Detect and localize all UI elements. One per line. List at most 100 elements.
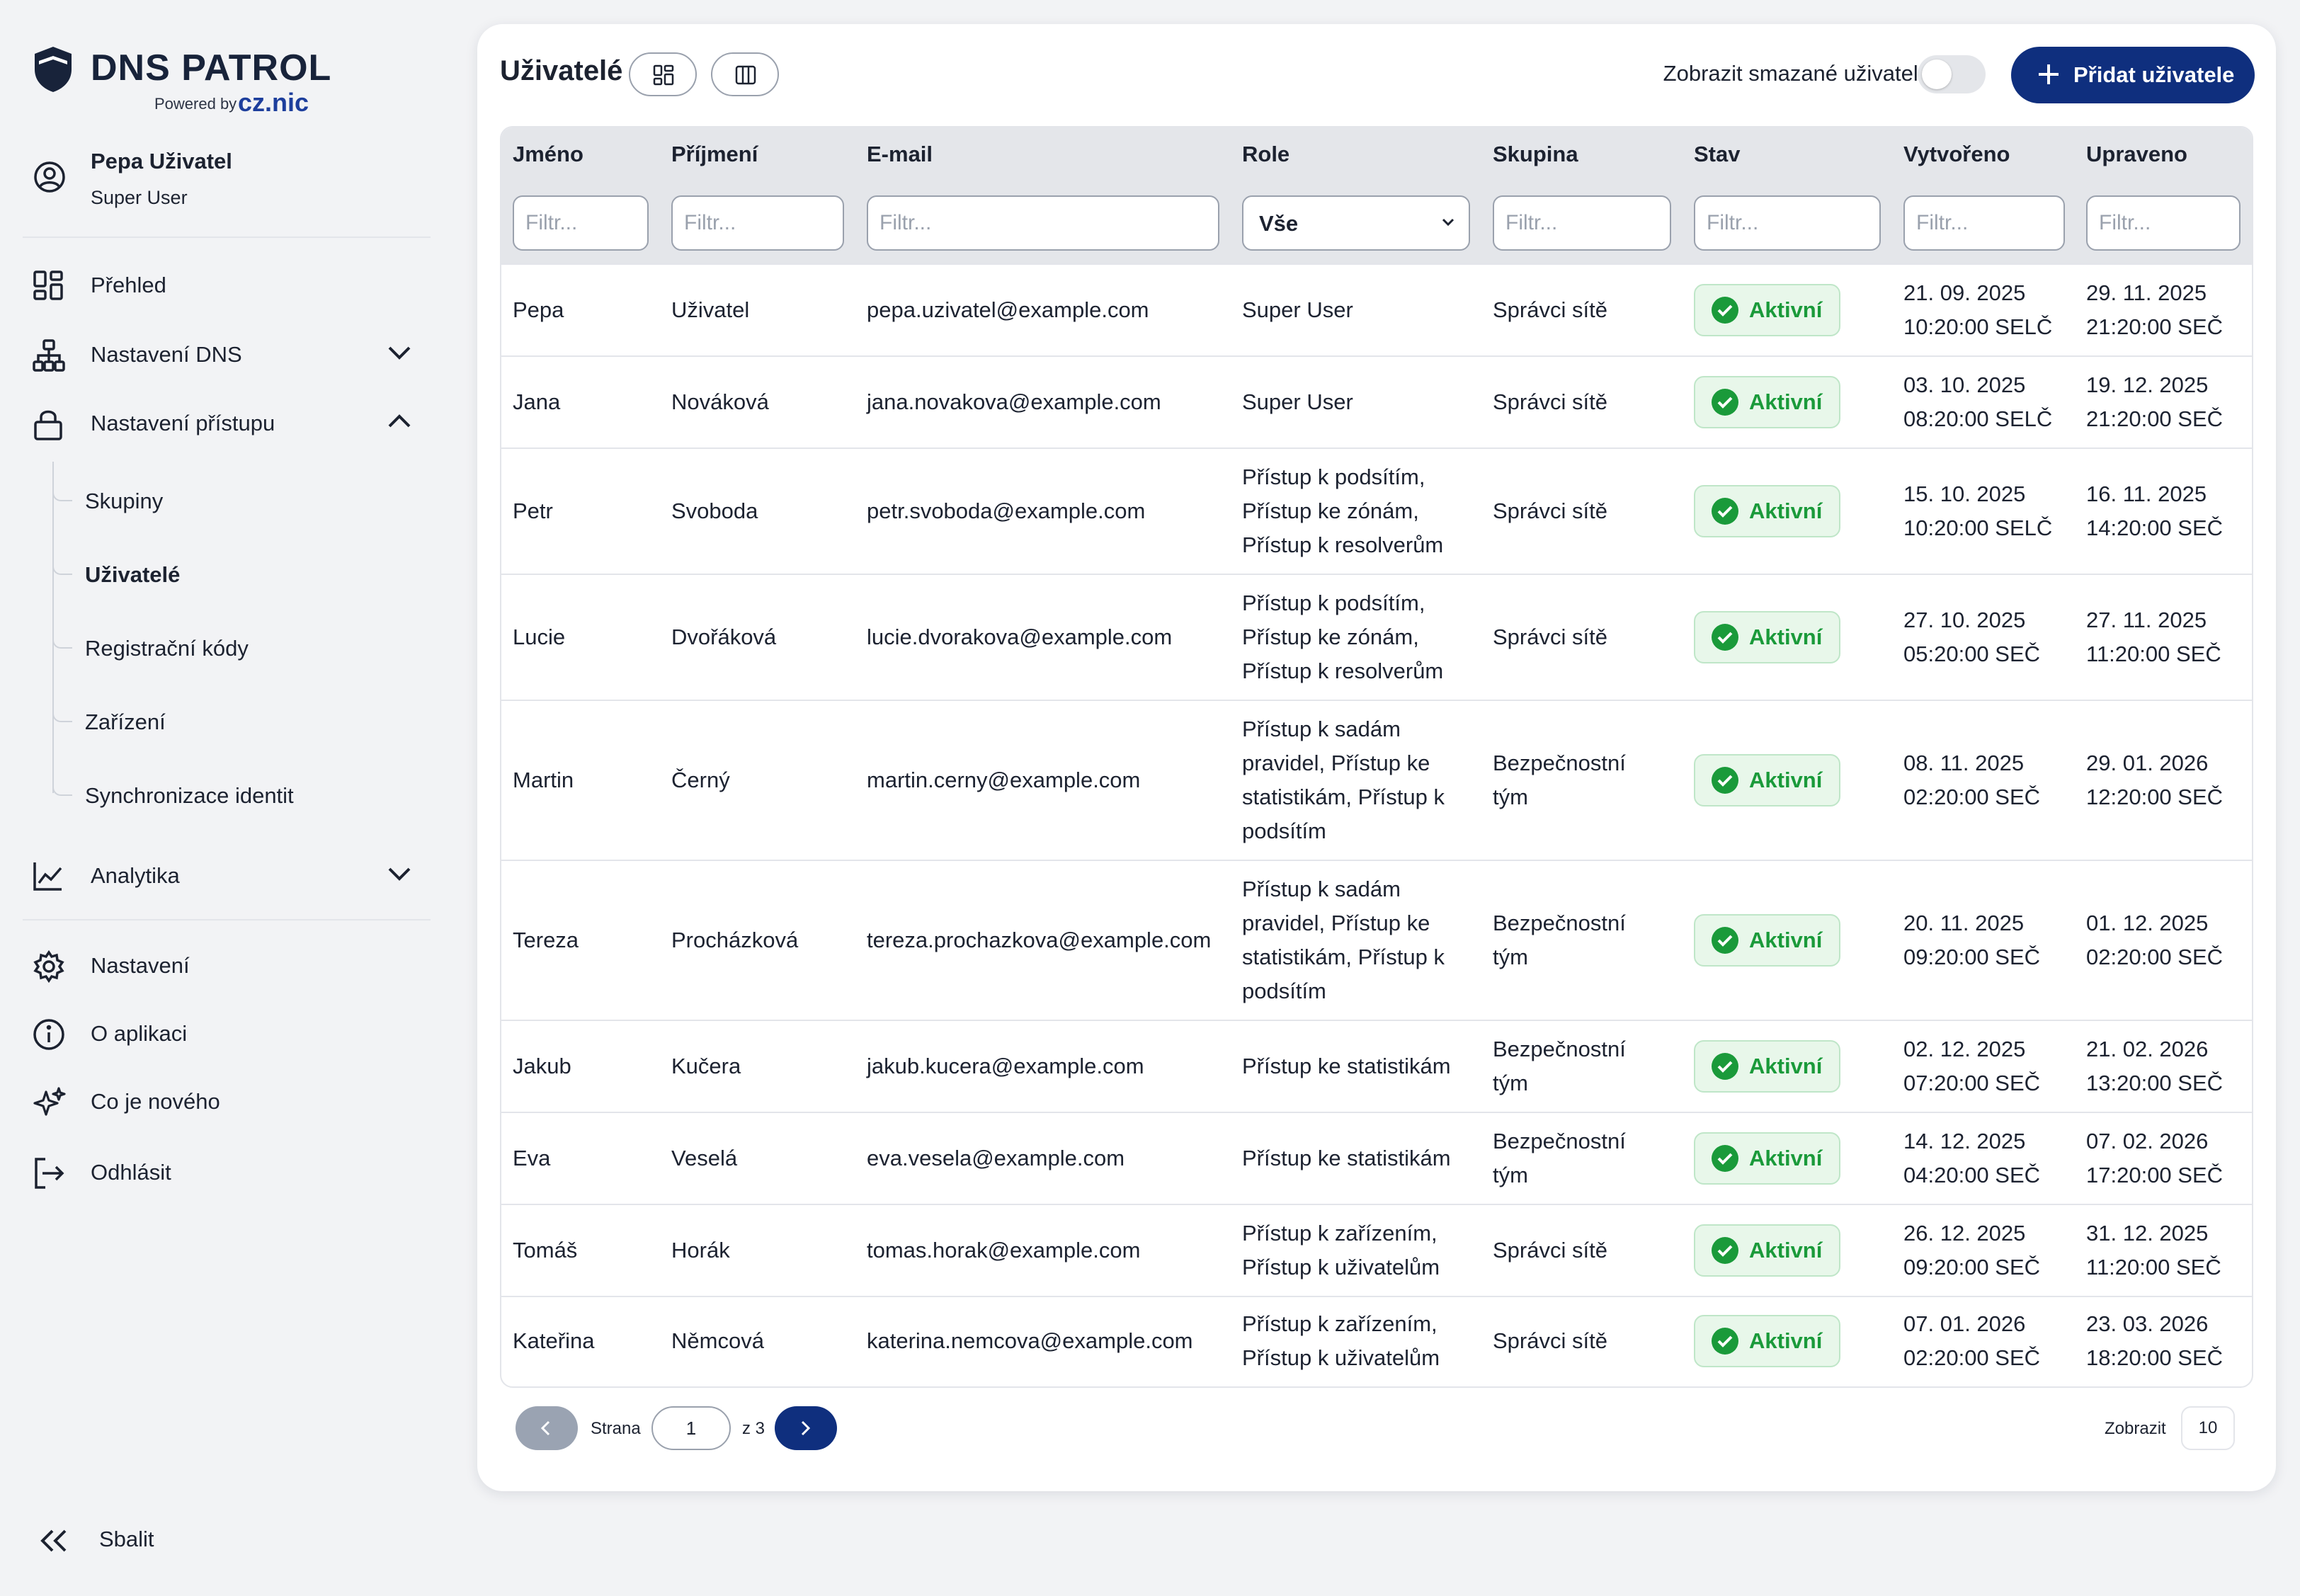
brand-logo: cz.nic	[238, 88, 309, 117]
cell-role-text: Super User	[1242, 297, 1353, 322]
filter-group[interactable]	[1493, 195, 1671, 251]
cell-last-name-text: Veselá	[671, 1146, 738, 1170]
column-header-created[interactable]: Vytvořeno	[1903, 142, 2010, 166]
filter-role-select[interactable]: Vše	[1242, 195, 1470, 251]
filter-status[interactable]	[1694, 195, 1881, 251]
nav-settings[interactable]: Nastavení	[33, 943, 429, 986]
sidebar-item-users[interactable]: Uživatelé	[52, 557, 406, 592]
cell-first-name: Martin	[513, 701, 661, 860]
cell-role-text: Přístup k sadám pravidel, Přístup ke sta…	[1242, 877, 1445, 1003]
cell-first-name-text: Tomáš	[513, 1238, 578, 1262]
cell-last-name: Černý	[671, 701, 855, 860]
column-header-last-name[interactable]: Příjmení	[671, 142, 758, 166]
nav-analytics[interactable]: Analytika	[33, 853, 429, 896]
table-row[interactable]: Jana Nováková jana.novakova@example.com Sup…	[501, 355, 2252, 448]
page-number-input[interactable]	[651, 1406, 731, 1450]
table-row[interactable]: Pepa Uživatel pepa.uzivatel@example.com Sup…	[501, 263, 2252, 355]
column-header-email[interactable]: E-mail	[867, 142, 933, 166]
cell-first-name-text: Petr	[513, 498, 553, 523]
table-row[interactable]: Tomáš Horák tomas.horak@example.com Přístup…	[501, 1204, 2252, 1296]
table-row[interactable]: Lucie Dvořáková lucie.dvorakova@example.co…	[501, 574, 2252, 700]
table-row[interactable]: Jakub Kučera jakub.kucera@example.com Příst…	[501, 1020, 2252, 1112]
next-page-button[interactable]	[775, 1406, 837, 1450]
cell-first-name-text: Jakub	[513, 1054, 571, 1078]
check-circle-icon	[1712, 1237, 1738, 1264]
cell-first-name: Lucie	[513, 575, 661, 700]
show-deleted-toggle[interactable]	[1918, 55, 1986, 93]
status-badge: Aktivní	[1694, 376, 1841, 428]
cell-last-name: Horák	[671, 1205, 855, 1296]
cell-updated: 31. 12. 2025 11:20:00 SEČ	[2086, 1205, 2249, 1296]
chevron-down-icon[interactable]	[387, 863, 412, 884]
cell-email: pepa.uzivatel@example.com	[867, 265, 1235, 355]
filter-email[interactable]	[867, 195, 1219, 251]
columns-view-button[interactable]	[711, 52, 779, 96]
column-header-group[interactable]: Skupina	[1493, 142, 1578, 166]
cell-first-name-text: Pepa	[513, 297, 564, 322]
chevron-up-icon[interactable]	[387, 411, 412, 432]
status-text: Aktivní	[1749, 498, 1823, 523]
status-text: Aktivní	[1749, 928, 1823, 952]
cell-email: tomas.horak@example.com	[867, 1205, 1235, 1296]
add-user-button[interactable]: Přidat uživatele	[2011, 47, 2255, 103]
app-logo[interactable]: DNS PATROL Powered by cz.nic	[33, 44, 331, 122]
column-header-role[interactable]: Role	[1242, 142, 1290, 166]
chevron-down-icon[interactable]	[387, 342, 412, 363]
cell-created: 27. 10. 2025 05:20:00 SEČ	[1903, 575, 2080, 700]
cell-email: lucie.dvorakova@example.com	[867, 575, 1235, 700]
column-header-first-name[interactable]: Jméno	[513, 142, 583, 166]
cell-created-text: 03. 10. 2025 08:20:00 SELČ	[1903, 372, 2053, 431]
check-circle-icon	[1712, 1328, 1738, 1355]
cell-created: 02. 12. 2025 07:20:00 SEČ	[1903, 1021, 2080, 1112]
dashboard-icon	[33, 270, 63, 300]
nav-access-settings[interactable]: Nastavení přístupu	[33, 401, 429, 443]
filter-created[interactable]	[1903, 195, 2065, 251]
nav-overview-label: Přehled	[91, 273, 166, 297]
status-badge: Aktivní	[1694, 914, 1841, 967]
sidebar-item-groups[interactable]: Skupiny	[52, 483, 406, 518]
nav-logout[interactable]: Odhlásit	[33, 1150, 429, 1192]
sidebar-item-devices[interactable]: Zařízení	[52, 704, 406, 739]
cell-created-text: 21. 09. 2025 10:20:00 SELČ	[1903, 280, 2053, 339]
table-row[interactable]: Petr Svoboda petr.svoboda@example.com Příst…	[501, 448, 2252, 574]
cell-group-text: Bezpečnostní tým	[1493, 751, 1626, 809]
cell-last-name: Nováková	[671, 357, 855, 448]
cell-updated-text: 07. 02. 2026 17:20:00 SEČ	[2086, 1129, 2224, 1187]
sidebar-item-registration-codes[interactable]: Registrační kódy	[52, 630, 406, 666]
table-row[interactable]: Martin Černý martin.cerny@example.com Příst…	[501, 700, 2252, 860]
gear-icon	[33, 950, 64, 983]
cell-updated: 07. 02. 2026 17:20:00 SEČ	[2086, 1113, 2249, 1204]
table-row[interactable]: Tereza Procházková tereza.prochazkova@exam…	[501, 860, 2252, 1020]
check-circle-icon	[1712, 927, 1738, 954]
table-row[interactable]: Eva Veselá eva.vesela@example.com Přístup k…	[501, 1112, 2252, 1204]
sidebar-item-identity-sync[interactable]: Synchronizace identit	[52, 777, 406, 813]
layout-view-button[interactable]	[629, 52, 697, 96]
page-size-select[interactable]: 10	[2181, 1406, 2235, 1450]
filter-first-name[interactable]	[513, 195, 649, 251]
collapse-sidebar-button[interactable]: Sbalit	[38, 1522, 251, 1558]
cell-updated: 01. 12. 2025 02:20:00 SEČ	[2086, 861, 2249, 1020]
cell-updated: 16. 11. 2025 14:20:00 SEČ	[2086, 449, 2249, 574]
nav-whats-new[interactable]: Co je nového	[33, 1079, 429, 1122]
cell-email: katerina.nemcova@example.com	[867, 1297, 1235, 1385]
table-row[interactable]: Kateřina Němcová katerina.nemcova@example.…	[501, 1296, 2252, 1385]
cell-group: Bezpečnostní tým	[1493, 861, 1684, 1020]
chevron-right-icon	[801, 1420, 811, 1436]
cell-created-text: 07. 01. 2026 02:20:00 SEČ	[1903, 1311, 2041, 1370]
column-header-status[interactable]: Stav	[1694, 142, 1741, 166]
cell-email-text: tomas.horak@example.com	[867, 1238, 1141, 1262]
nav-dns-settings[interactable]: Nastavení DNS	[33, 332, 429, 375]
column-header-updated[interactable]: Upraveno	[2086, 142, 2187, 166]
nav-about[interactable]: O aplikaci	[33, 1011, 429, 1054]
user-profile[interactable]: Pepa Uživatel Super User	[33, 142, 429, 220]
status-badge: Aktivní	[1694, 1040, 1841, 1093]
status-text: Aktivní	[1749, 389, 1823, 414]
tree-elbow	[52, 704, 72, 722]
sidebar-item-label: Zařízení	[85, 709, 166, 734]
previous-page-button[interactable]	[516, 1406, 578, 1450]
cell-role: Přístup k sadám pravidel, Přístup ke sta…	[1242, 861, 1483, 1020]
filter-updated[interactable]	[2086, 195, 2241, 251]
tree-elbow	[52, 630, 72, 649]
nav-overview[interactable]: Přehled	[33, 263, 429, 305]
filter-last-name[interactable]	[671, 195, 844, 251]
